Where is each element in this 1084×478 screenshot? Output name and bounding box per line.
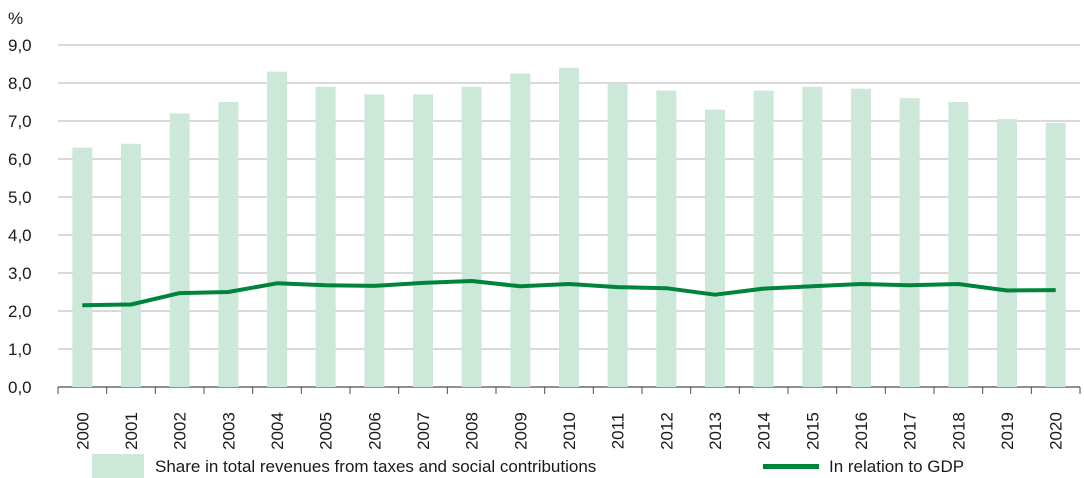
y-tick-label: 6,0 [8,150,32,169]
bar [753,90,774,387]
x-tick-label: 2016 [852,412,871,450]
x-tick-label: 2007 [414,412,433,450]
bar [705,109,725,387]
x-tick-label: 2017 [901,412,920,450]
x-tick-label: 2019 [998,412,1017,450]
y-tick-label: 5,0 [8,188,32,207]
legend-label-line: In relation to GDP [829,457,964,476]
y-tick-label: 2,0 [8,302,32,321]
bar [461,86,482,388]
x-tick-label: 2004 [268,412,287,450]
bar [267,71,287,387]
x-tick-label: 2008 [463,412,482,450]
y-tick-label: 7,0 [8,112,32,131]
x-tick-label: 2009 [511,412,530,450]
bar [218,102,239,387]
x-tick-label: 2005 [317,412,336,450]
y-tick-label: 0,0 [8,378,32,397]
legend-label-bar: Share in total revenues from taxes and s… [155,457,596,476]
x-tick-label: 2003 [219,412,238,450]
x-tick-label: 2014 [755,412,774,450]
x-tick-label: 2000 [73,412,92,450]
bar [948,102,969,387]
y-tick-label: 8,0 [8,74,32,93]
bar [1045,122,1066,388]
y-tick-label: 3,0 [8,264,32,283]
bar [559,67,579,388]
bar [169,113,190,388]
y-tick-label: 9,0 [8,36,32,55]
y-tick-label: 1,0 [8,340,32,359]
bar [121,143,141,387]
x-tick-label: 2010 [560,412,579,450]
y-tick-label: 4,0 [8,226,32,245]
x-tick-label: 2013 [706,412,725,450]
x-tick-label: 2020 [1047,412,1066,450]
bar [364,94,385,388]
bar [851,88,871,387]
bar [656,90,677,387]
bar [72,147,93,387]
x-tick-label: 2015 [803,412,822,450]
bar [510,73,531,387]
legend: Share in total revenues from taxes and s… [92,454,964,478]
bar [802,86,823,388]
bar [997,119,1017,387]
bar [315,86,336,388]
bar [413,94,433,388]
bar [899,98,920,387]
line-series [82,279,1056,308]
legend-swatch-line [763,464,819,469]
bar-series [72,67,1066,388]
x-axis: 2000 2001 2002 2003 2004 2005 2006 2007 2008 2009… [57,387,1081,450]
x-tick-label: 2011 [609,413,628,450]
x-tick-label: 2006 [365,412,384,450]
y-unit-label: % [8,9,23,28]
x-tick-label: 2001 [122,412,141,450]
y-axis: % 0,0 1,0 2,0 3,0 4,0 5,0 6,0 7,0 8,0 9,0 [8,9,32,397]
bar [607,83,628,387]
x-tick-label: 2012 [657,412,676,450]
x-tick-label: 2018 [949,412,968,450]
x-tick-label: 2002 [171,412,190,450]
legend-swatch-bar [92,454,144,478]
